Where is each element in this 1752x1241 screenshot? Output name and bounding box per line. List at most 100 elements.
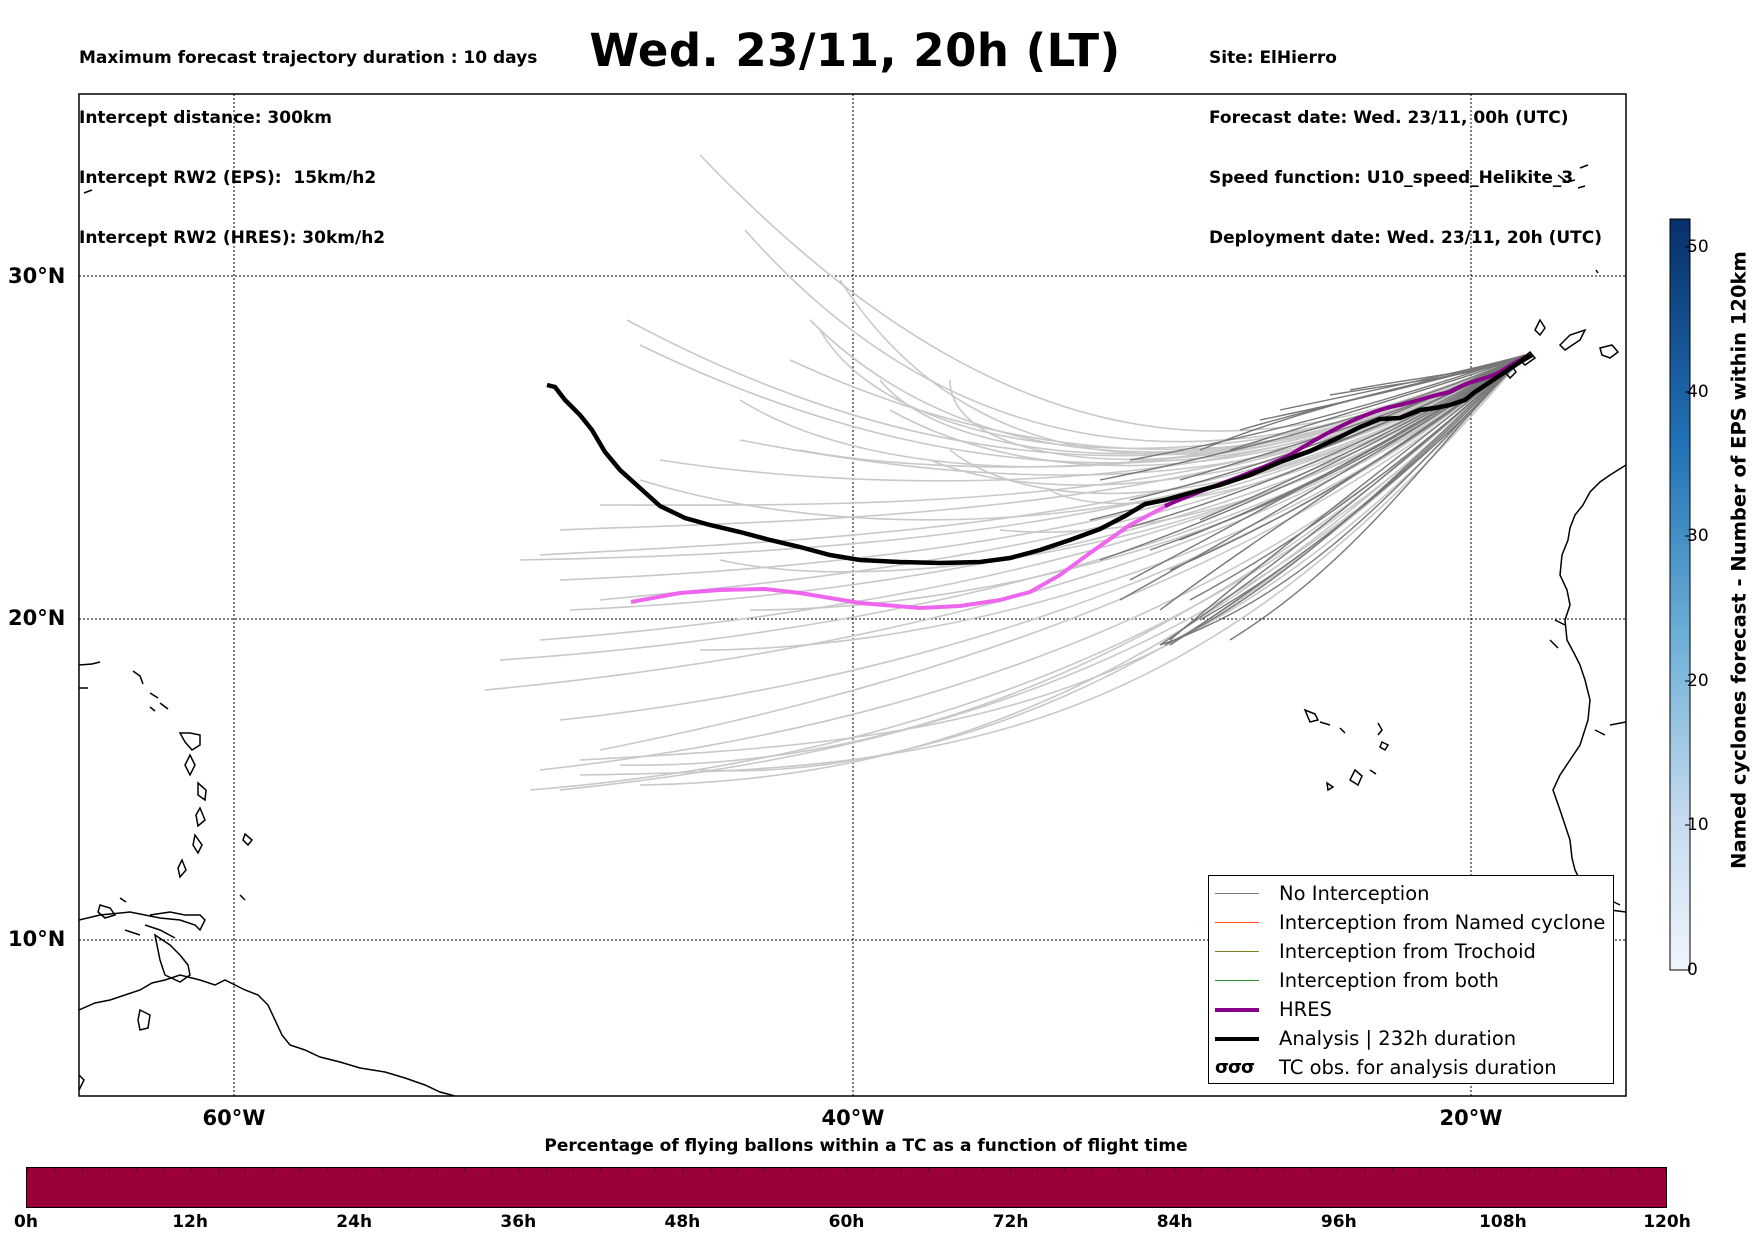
hbar-minor-tick xyxy=(327,1168,329,1173)
hbar-tick-label: 84h xyxy=(1156,1212,1193,1232)
hbar-minor-tick xyxy=(1392,1168,1393,1173)
hbar-minor-tick xyxy=(1310,1168,1312,1173)
hbar-minor-tick xyxy=(1446,1168,1448,1173)
info-intercept-eps: Intercept RW2 (EPS): 15km/h2 xyxy=(79,168,377,188)
hbar-minor-tick xyxy=(846,1168,847,1173)
hbar-minor-tick xyxy=(1555,1168,1557,1173)
hbar-minor-tick xyxy=(1528,1168,1530,1173)
lat-label-10n: 10°N xyxy=(8,927,66,951)
flight-time-colorbar xyxy=(26,1167,1667,1208)
lon-label-60w: 60°W xyxy=(202,1106,266,1130)
hbar-minor-tick xyxy=(1091,1168,1093,1173)
info-left-block: Maximum forecast trajectory duration : 1… xyxy=(79,8,537,268)
legend-label: Interception from Named cyclone xyxy=(1279,911,1606,934)
hbar-minor-tick xyxy=(136,1168,138,1173)
map-legend: No Interception Interception from Named … xyxy=(1208,875,1614,1084)
legend-label: No Interception xyxy=(1279,882,1430,905)
hbar-minor-tick xyxy=(818,1168,820,1173)
map-content xyxy=(79,94,1626,1096)
legend-item-trochoid: Interception from Trochoid xyxy=(1209,937,1536,966)
map-frame xyxy=(78,93,1627,1097)
hbar-minor-tick xyxy=(1173,1168,1175,1173)
hbar-minor-tick xyxy=(709,1168,711,1173)
lon-label-40w: 40°W xyxy=(821,1106,885,1130)
legend-swatch-hres xyxy=(1215,1007,1259,1012)
hbar-minor-tick xyxy=(81,1168,83,1173)
hbar-minor-tick xyxy=(245,1168,247,1173)
hbar-minor-tick xyxy=(54,1168,56,1173)
coastline-west xyxy=(79,189,456,1096)
hbar-minor-tick xyxy=(900,1168,902,1173)
hbar-minor-tick xyxy=(1473,1168,1475,1173)
light-trajectories xyxy=(484,154,1526,791)
legend-item-analysis: Analysis | 232h duration xyxy=(1209,1024,1516,1053)
info-intercept-hres: Intercept RW2 (HRES): 30km/h2 xyxy=(79,228,386,248)
hbar-tick-label: 48h xyxy=(664,1212,701,1232)
hbar-minor-tick xyxy=(600,1168,602,1173)
hbar-minor-tick xyxy=(1501,1168,1503,1173)
legend-swatch-analysis xyxy=(1215,1036,1259,1041)
hbar-tick-label: 36h xyxy=(500,1212,537,1232)
cyclone-colorbar xyxy=(1669,218,1691,971)
legend-label: HRES xyxy=(1279,998,1332,1021)
cbar-tick-30: 30 xyxy=(1687,526,1709,546)
hbar-minor-tick xyxy=(1009,1168,1011,1173)
legend-label: Analysis | 232h duration xyxy=(1279,1027,1517,1050)
hbar-minor-tick xyxy=(272,1168,274,1173)
hbar-minor-tick xyxy=(736,1168,738,1173)
hbar-minor-tick xyxy=(354,1168,356,1173)
info-max-duration: Maximum forecast trajectory duration : 1… xyxy=(79,48,538,68)
hbar-minor-tick xyxy=(682,1168,684,1173)
legend-swatch-no-interception xyxy=(1215,893,1259,894)
cbar-tick-20: 20 xyxy=(1687,671,1709,691)
hbar-minor-tick xyxy=(218,1168,220,1173)
hbar-tick-label: 0h xyxy=(14,1212,38,1232)
cbar-tick-40: 40 xyxy=(1687,382,1709,402)
cyclone-colorbar-ticks xyxy=(1685,246,1690,971)
legend-item-hres: HRES xyxy=(1209,995,1332,1024)
page-title: Wed. 23/11, 20h (LT) xyxy=(589,24,1121,77)
legend-swatch-trochoid xyxy=(1215,951,1259,952)
legend-item-named-cyclone: Interception from Named cyclone xyxy=(1209,908,1605,937)
analysis-trajectory xyxy=(546,353,1534,566)
hbar-minor-tick xyxy=(1610,1168,1612,1173)
hbar-minor-tick xyxy=(518,1168,520,1173)
hbar-minor-tick xyxy=(1037,1168,1039,1173)
tc-symbol-icon: σσσ xyxy=(1215,1057,1255,1078)
hbar-minor-tick xyxy=(491,1168,493,1173)
hbar-minor-tick xyxy=(108,1168,110,1173)
hbar-minor-tick xyxy=(1665,1168,1666,1173)
hbar-minor-tick xyxy=(1200,1168,1202,1173)
hbar-minor-tick xyxy=(1146,1168,1148,1173)
hbar-minor-tick xyxy=(545,1168,547,1173)
hbar-minor-tick xyxy=(1282,1168,1284,1173)
legend-label: TC obs. for analysis duration xyxy=(1279,1056,1557,1079)
legend-swatch-both xyxy=(1215,980,1259,981)
cbar-tick-50: 50 xyxy=(1687,237,1709,257)
hbar-minor-tick xyxy=(627,1168,629,1173)
lat-label-20n: 20°N xyxy=(8,606,66,630)
info-site: Site: ElHierro xyxy=(1209,48,1337,68)
hbar-tick-label: 24h xyxy=(336,1212,373,1232)
legend-label: Interception from both xyxy=(1279,969,1499,992)
hbar-minor-tick xyxy=(463,1168,465,1173)
info-deployment-date: Deployment date: Wed. 23/11, 20h (UTC) xyxy=(1209,228,1603,248)
lon-label-20w: 20°W xyxy=(1439,1106,1503,1130)
cbar-tick-0: 0 xyxy=(1687,960,1698,980)
hbar-tick-label: 72h xyxy=(992,1212,1029,1232)
hbar-tick-label: 60h xyxy=(828,1212,865,1232)
hbar-minor-tick xyxy=(1583,1168,1585,1173)
hbar-minor-tick xyxy=(955,1168,957,1173)
hbar-minor-tick xyxy=(654,1168,656,1173)
hbar-minor-tick xyxy=(791,1168,793,1173)
hbar-minor-tick xyxy=(27,1168,28,1173)
info-right-block: Site: ElHierro Forecast date: Wed. 23/11… xyxy=(1209,8,1602,268)
hres-trajectory-light xyxy=(630,502,1171,611)
hbar-minor-tick xyxy=(190,1168,192,1173)
hbar-tick-label: 96h xyxy=(1320,1212,1357,1232)
hbar-minor-tick xyxy=(764,1168,766,1173)
hbar-tick-label: 120h xyxy=(1643,1212,1691,1232)
info-forecast-date: Forecast date: Wed. 23/11, 00h (UTC) xyxy=(1209,108,1569,128)
hbar-minor-tick xyxy=(1337,1168,1339,1173)
